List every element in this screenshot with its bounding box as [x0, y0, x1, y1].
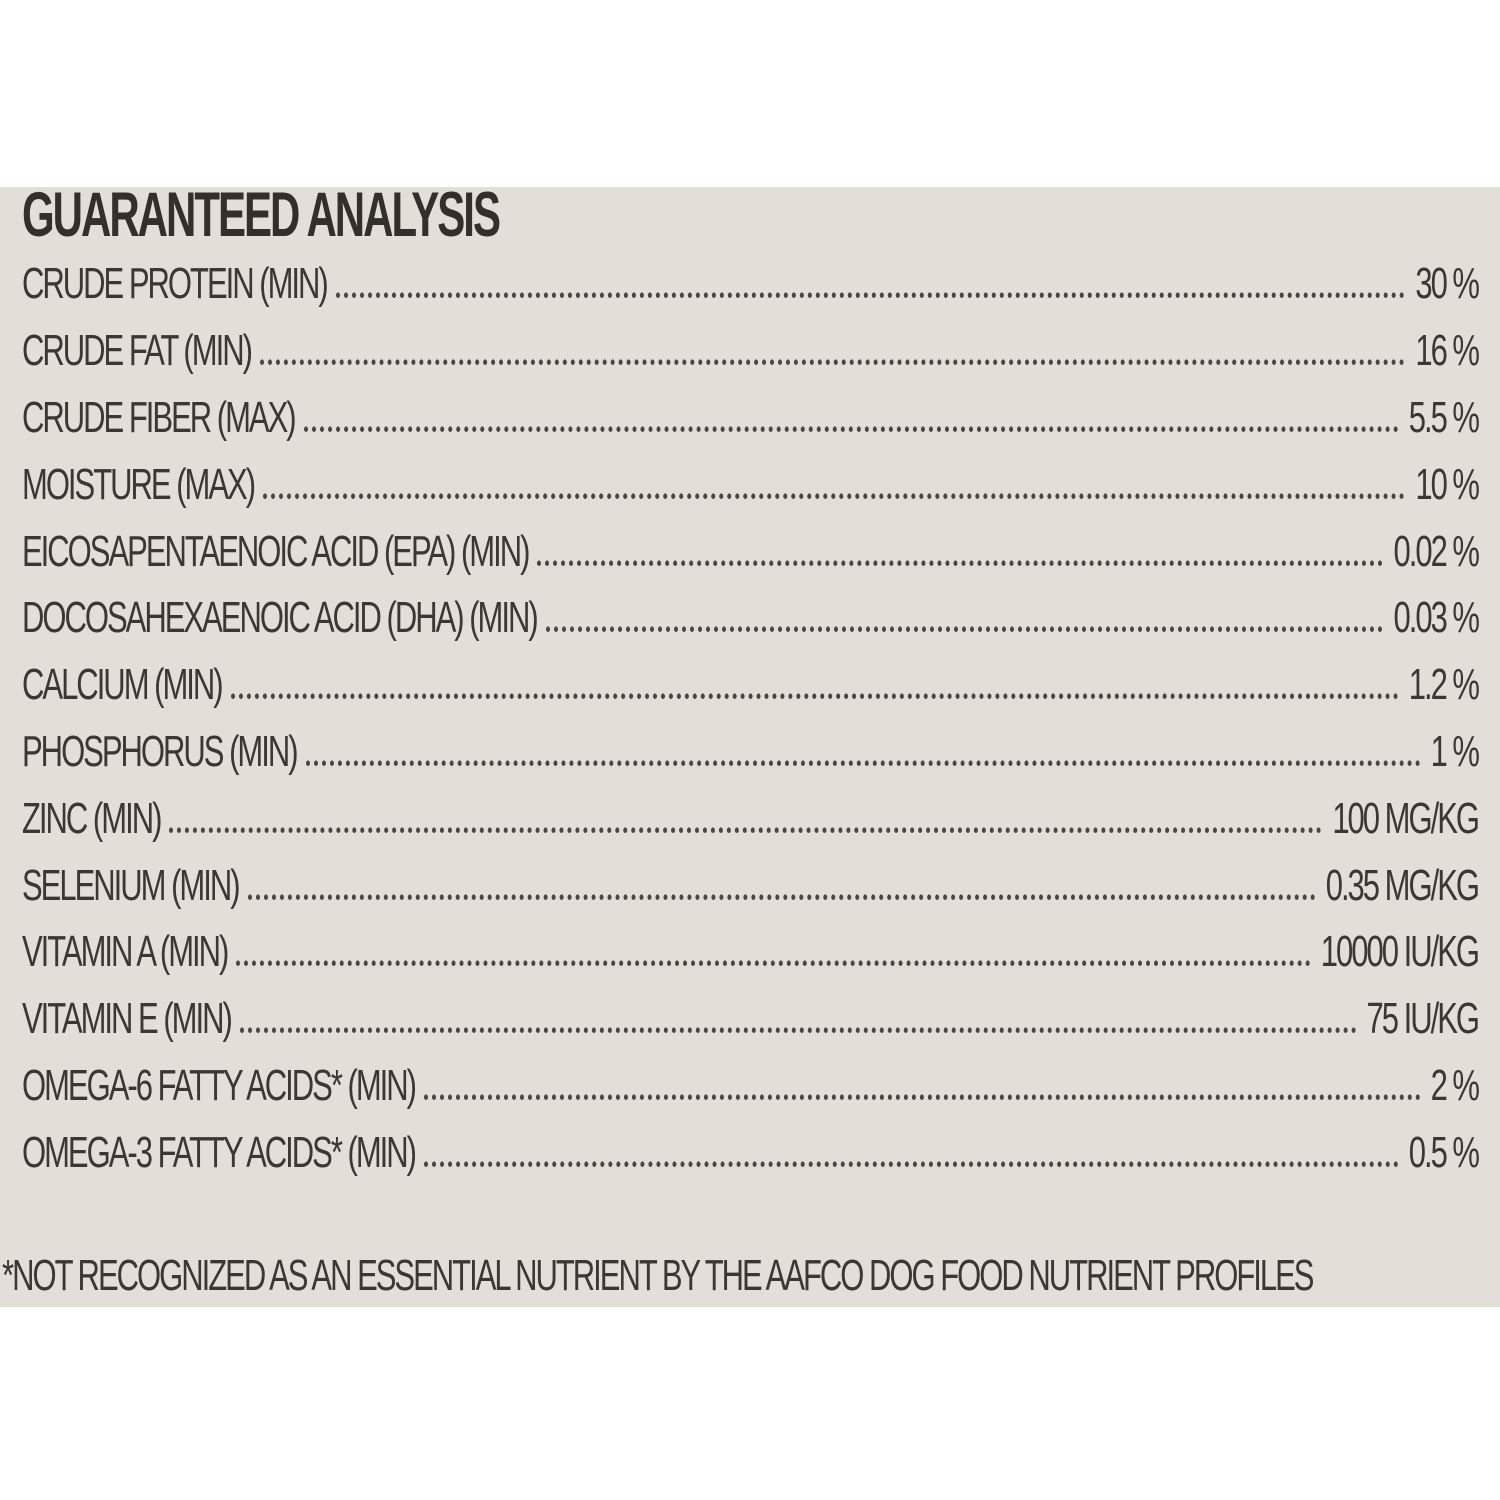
nutrient-label: EICOSAPENTAENOIC ACID (EPA) (MIN)	[22, 526, 530, 576]
aafco-footnote: *NOT RECOGNIZED AS AN ESSENTIAL NUTRIENT…	[2, 1250, 1314, 1300]
nutrient-label: PHOSPHORUS (MIN)	[22, 726, 299, 776]
nutrient-label: OMEGA-6 FATTY ACIDS* (MIN)	[22, 1060, 417, 1110]
table-row: DOCOSAHEXAENOIC ACID (DHA) (MIN) 0.03 %	[22, 585, 1480, 652]
table-row: OMEGA-3 FATTY ACIDS* (MIN) 0.5 %	[22, 1119, 1480, 1186]
nutrient-value: 0.03 %	[1393, 593, 1480, 643]
dot-leader	[305, 760, 1421, 766]
nutrient-label: MOISTURE (MAX)	[22, 459, 256, 509]
nutrient-label: CALCIUM (MIN)	[22, 659, 224, 709]
dot-leader	[259, 359, 1406, 366]
nutrient-value: 16 %	[1415, 325, 1480, 375]
nutrient-value: 1 %	[1430, 726, 1480, 776]
table-row: CALCIUM (MIN) 1.2 %	[22, 652, 1480, 719]
dot-leader	[169, 827, 1323, 833]
dot-leader	[423, 1161, 1399, 1167]
dot-leader	[239, 1027, 1357, 1034]
dot-leader	[247, 893, 1316, 900]
table-row: CRUDE PROTEIN (MIN) 30 %	[22, 251, 1480, 318]
nutrient-label: CRUDE FIBER (MAX)	[22, 392, 297, 442]
dot-leader	[335, 292, 1406, 299]
dot-leader	[263, 493, 1406, 499]
nutrient-value: 0.02 %	[1393, 526, 1480, 576]
table-row: VITAMIN E (MIN) 75 IU/KG	[22, 986, 1480, 1053]
nutrient-label: CRUDE PROTEIN (MIN)	[22, 259, 329, 309]
nutrient-label: SELENIUM (MIN)	[22, 860, 241, 910]
table-row: SELENIUM (MIN) 0.35 MG/KG	[22, 852, 1480, 919]
nutrient-label: VITAMIN A (MIN)	[22, 927, 229, 977]
table-row: MOISTURE (MAX) 10 %	[22, 451, 1480, 518]
nutrient-label: VITAMIN E (MIN)	[22, 993, 233, 1043]
table-row: CRUDE FAT (MIN) 16 %	[22, 318, 1480, 385]
table-row: EICOSAPENTAENOIC ACID (EPA) (MIN) 0.02 %	[22, 518, 1480, 585]
panel-title: GUARANTEED ANALYSIS	[22, 179, 501, 250]
table-row: VITAMIN A (MIN) 10000 IU/KG	[22, 919, 1480, 986]
analysis-table: CRUDE PROTEIN (MIN) 30 % CRUDE FAT (MIN)…	[22, 251, 1480, 1186]
nutrient-value: 2 %	[1430, 1060, 1480, 1110]
dot-leader	[537, 559, 1384, 566]
nutrient-label: CRUDE FAT (MIN)	[22, 325, 253, 375]
dot-leader	[423, 1094, 1421, 1100]
nutrient-value: 100 MG/KG	[1332, 793, 1480, 843]
nutrient-label: ZINC (MIN)	[22, 793, 162, 843]
dot-leader	[230, 693, 1399, 700]
nutrient-value: 75 IU/KG	[1366, 993, 1480, 1043]
dot-leader	[545, 626, 1384, 633]
table-row: PHOSPHORUS (MIN) 1 %	[22, 719, 1480, 786]
nutrient-value: 0.35 MG/KG	[1325, 860, 1480, 910]
nutrient-value: 1.2 %	[1408, 659, 1480, 709]
dot-leader	[236, 960, 1311, 967]
footnote-block: *NOT RECOGNIZED AS AN ESSENTIAL NUTRIENT…	[2, 1251, 1478, 1301]
nutrient-label: OMEGA-3 FATTY ACIDS* (MIN)	[22, 1127, 417, 1177]
table-row: OMEGA-6 FATTY ACIDS* (MIN) 2 %	[22, 1053, 1480, 1120]
nutrient-value: 10000 IU/KG	[1320, 927, 1480, 977]
table-row: CRUDE FIBER (MAX) 5.5 %	[22, 385, 1480, 452]
nutrient-value: 30 %	[1415, 259, 1480, 309]
guaranteed-analysis-panel: GUARANTEED ANALYSIS CRUDE PROTEIN (MIN) …	[0, 179, 1500, 1307]
panel-title-block: GUARANTEED ANALYSIS	[22, 179, 1478, 251]
table-row: ZINC (MIN) 100 MG/KG	[22, 785, 1480, 852]
dot-leader	[303, 426, 1399, 432]
nutrient-value: 0.5 %	[1408, 1127, 1480, 1177]
nutrient-label: DOCOSAHEXAENOIC ACID (DHA) (MIN)	[22, 593, 539, 643]
nutrient-value: 5.5 %	[1408, 392, 1480, 442]
nutrient-value: 10 %	[1415, 459, 1480, 509]
